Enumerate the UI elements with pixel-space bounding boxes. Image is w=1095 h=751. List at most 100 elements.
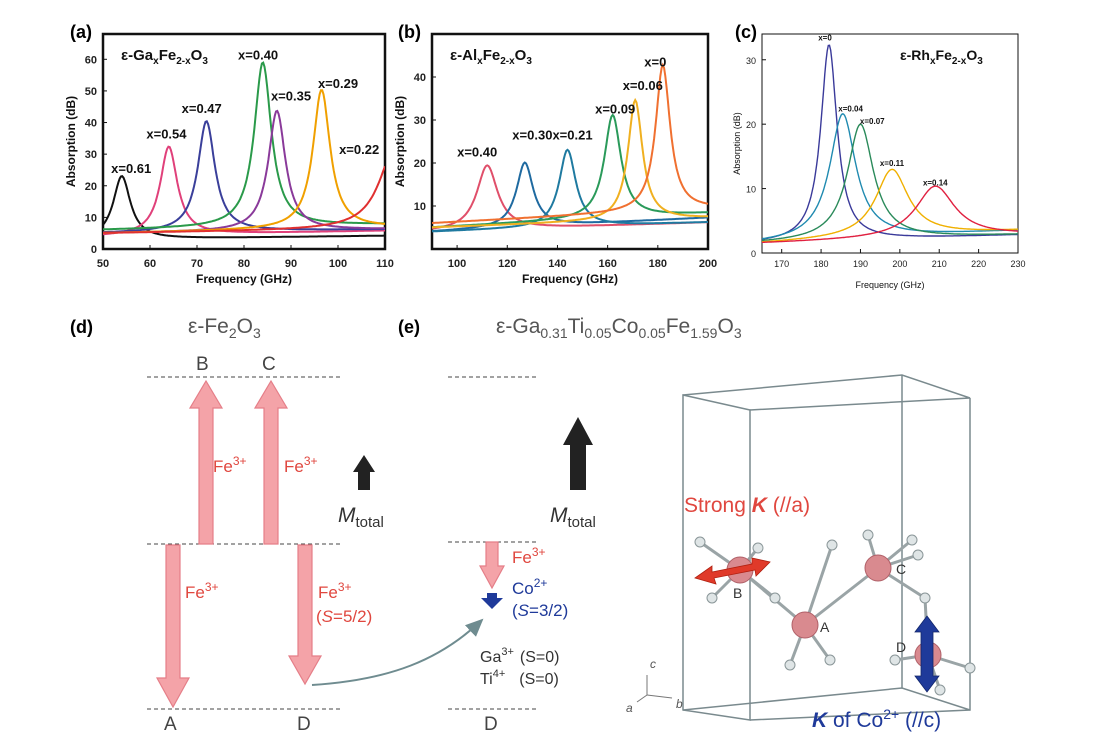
chart-a: x=0.61 x=0.54 x=0.47 x=0.40 x=0.35 x=0.29 x=0.… [64, 32, 394, 286]
chart-title-part: ε-Rh [900, 47, 930, 63]
series-label: x=0.14 [923, 178, 948, 187]
y-tick-label: 30 [85, 149, 97, 161]
x-tick-label: 200 [699, 258, 717, 270]
x-tick-label: 170 [774, 259, 789, 269]
series-line-x=0.07 [762, 123, 1018, 242]
chart-title-part: x [930, 56, 936, 67]
strong-k-arrow [694, 557, 771, 585]
y-tick-label: 20 [85, 181, 97, 193]
y-tick-label: 40 [414, 72, 426, 84]
x-tick-label: 180 [814, 259, 829, 269]
series-label: x=0.40 [238, 47, 278, 62]
chart-title-part: Fe [159, 47, 177, 64]
series-line-x=0 [432, 62, 708, 224]
crystal-oxygens [694, 529, 976, 696]
panel-label-d: (d) [70, 317, 93, 337]
x-tick-label: 160 [598, 258, 616, 270]
y-tick-label: 30 [746, 56, 756, 66]
y-axis-label: Absorption (dB) [732, 112, 742, 175]
series-line-x=0.54 [103, 145, 385, 236]
series-line-x=0.14 [762, 185, 1018, 244]
series-label: x=0.11 [880, 159, 905, 168]
chart-title-part: ε-Ga [121, 47, 154, 64]
panel-label-b: (b) [398, 22, 421, 42]
diagram-d-title: ε-Fe2O3 [188, 315, 261, 341]
curved-arrow [311, 618, 484, 686]
axis-c-label: c [650, 657, 656, 671]
atom-C [864, 554, 892, 582]
series-line-x=0.30 [432, 161, 708, 233]
series-label: x=0.07 [860, 117, 885, 126]
series-line-x=0.22 [103, 165, 385, 234]
e-site-D: D [484, 714, 498, 735]
x-tick-label: 100 [329, 258, 347, 270]
series-group [432, 62, 708, 233]
y-axis-label: Absorption (dB) [64, 96, 78, 187]
series-label: x=0 [644, 54, 666, 69]
chart-title-part: 3 [977, 56, 983, 67]
d-site-D: D [297, 714, 311, 735]
e-ti-label: Ti4+ (S=0) [480, 668, 559, 688]
chart-title: ε-GaxFe2-xO3 [121, 47, 208, 67]
chart-title: ε-AlxFe2-xO3 [450, 47, 532, 67]
chart-title-part: Fe [483, 47, 501, 64]
series-label: x=0.30 [512, 127, 552, 142]
d-m-total-label: Mtotal [338, 504, 384, 531]
series-line-x=0 [762, 44, 1018, 240]
chart-title-part: 2-x [500, 56, 515, 67]
crystal-site-B: B [733, 585, 742, 601]
d-site-B: B [196, 354, 209, 375]
x-axis-label: Frequency (GHz) [855, 280, 924, 290]
y-tick-label: 20 [414, 158, 426, 170]
series-line-x=0.04 [762, 113, 1018, 240]
axis-a-label: a [626, 701, 633, 715]
series-label: x=0.06 [623, 78, 663, 93]
chart-b: x=0.40 x=0.30 x=0.21x=0.09 x=0.06 x=0 100 120 1… [393, 32, 717, 286]
x-tick-label: 210 [932, 259, 947, 269]
y-tick-label: 30 [414, 115, 426, 127]
chart-title: ε-RhxFe2-xO3 [900, 47, 983, 67]
y-tick-label: 10 [746, 185, 756, 195]
series-line-x=0.06 [432, 97, 708, 229]
series-label: x=0.22 [339, 142, 379, 157]
panel-label-c: (c) [735, 22, 757, 42]
series-label: x=0.47 [182, 101, 222, 116]
e-co-spin: (S=3/2) [512, 601, 568, 620]
crystal-site-A: A [820, 619, 830, 635]
crystal-site-D: D [896, 639, 906, 655]
co-k-arrow [914, 615, 940, 693]
d-site-C: C [262, 354, 276, 375]
x-tick-label: 120 [498, 258, 516, 270]
d-arrow-up-C [253, 379, 289, 545]
strong-k-label: Strong K (//a) [684, 494, 810, 517]
x-axis-label: Frequency (GHz) [196, 272, 292, 286]
d-arrow-down-D [287, 544, 323, 686]
e-m-total-arrow [563, 417, 593, 490]
d-fe-label-B: Fe3+ [213, 454, 247, 476]
e-ga-label: Ga3+ (S=0) [480, 646, 559, 666]
atom-A [791, 611, 819, 639]
series-label: x=0.61 [111, 161, 151, 176]
crystal-box [682, 374, 971, 721]
series-group [762, 44, 1018, 244]
x-tick-label: 70 [191, 258, 203, 270]
chart-title-part: 2-x [952, 56, 967, 67]
e-fe-arrow-down [478, 541, 506, 590]
plot-frame [761, 33, 1019, 254]
series-line-x=0.47 [103, 119, 385, 234]
d-arrow-up-B [188, 379, 224, 545]
series-label: x=0.21 [552, 127, 592, 142]
x-tick-label: 220 [971, 259, 986, 269]
series-label: x=0.04 [838, 104, 863, 113]
panel-label-e: (e) [398, 317, 420, 337]
x-tick-label: 110 [376, 258, 394, 270]
d-spin-label: (S=5/2) [316, 607, 372, 626]
plot-frame [430, 32, 710, 251]
co-k-label: K of Co2+ (//c) [812, 706, 941, 732]
chart-title-part: 3 [202, 56, 208, 67]
d-fe-label-D: Fe3+ [318, 580, 352, 602]
axis-b-label: b [676, 697, 683, 711]
x-tick-label: 90 [285, 258, 297, 270]
